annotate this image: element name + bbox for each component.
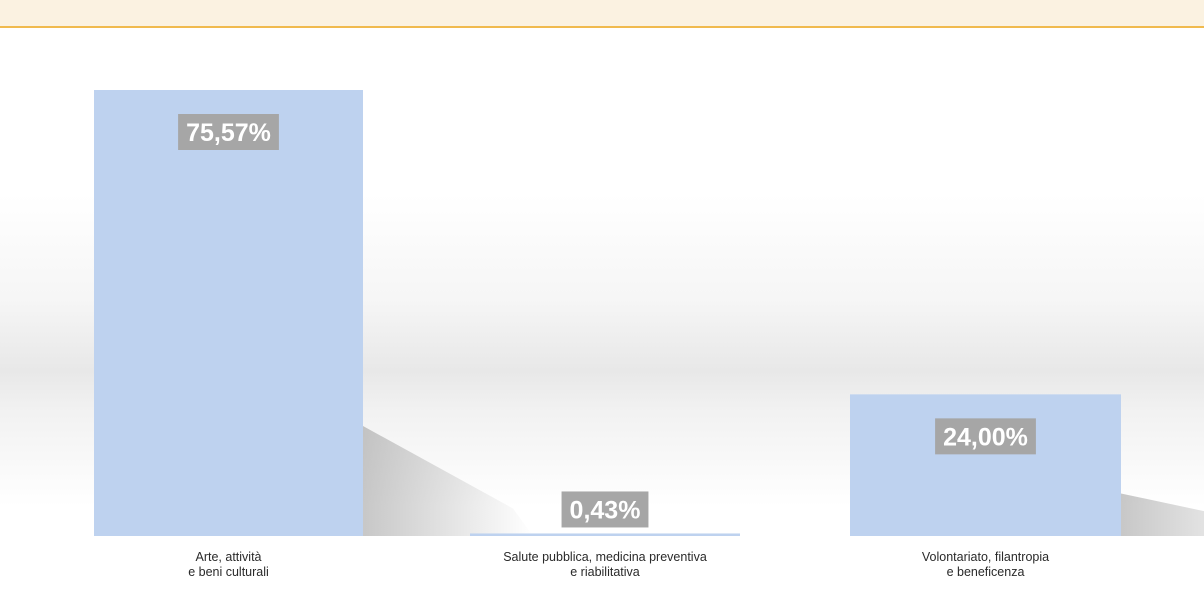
- value-label-box: [935, 418, 1036, 455]
- category-label: Arte, attività: [196, 550, 262, 564]
- category-label: e beni culturali: [188, 565, 269, 579]
- bars-group: [94, 90, 1121, 536]
- bar: [850, 394, 1121, 536]
- bar-shadow: [1121, 493, 1204, 536]
- value-label-box: [561, 491, 649, 528]
- value-label: 75,57%: [186, 119, 271, 147]
- header-band: [0, 0, 1204, 28]
- bar: [470, 533, 740, 536]
- value-label: 0,43%: [570, 496, 641, 524]
- category-label: e riabilitativa: [570, 565, 640, 579]
- bar-shadows: [363, 426, 1204, 536]
- bar: [94, 90, 363, 536]
- category-label: Volontariato, filantropia: [922, 550, 1049, 564]
- category-label: e beneficenza: [947, 565, 1025, 579]
- category-label: Salute pubblica, medicina preventiva: [503, 550, 707, 564]
- value-labels-group: 75,57% 0,43% 24,00%: [178, 114, 1036, 528]
- value-label: 24,00%: [943, 423, 1028, 451]
- bar-shadow: [363, 426, 533, 536]
- value-label-box: [178, 114, 279, 150]
